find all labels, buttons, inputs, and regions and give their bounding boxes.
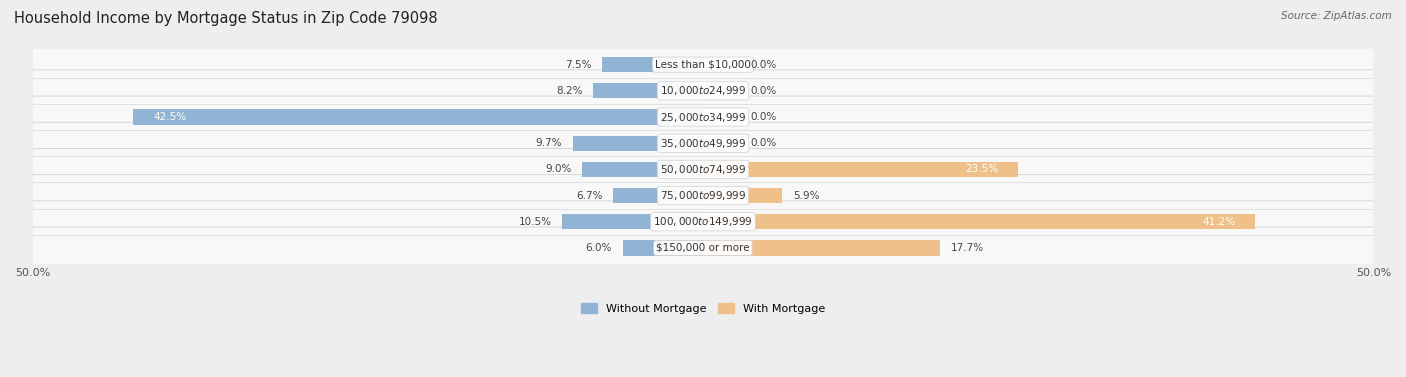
FancyBboxPatch shape <box>22 227 1384 269</box>
Text: 7.5%: 7.5% <box>565 60 592 70</box>
FancyBboxPatch shape <box>22 149 1384 190</box>
Text: 0.0%: 0.0% <box>749 112 776 122</box>
Bar <box>703 241 941 256</box>
Bar <box>582 162 703 177</box>
Text: 6.7%: 6.7% <box>576 190 602 201</box>
Legend: Without Mortgage, With Mortgage: Without Mortgage, With Mortgage <box>576 299 830 318</box>
Text: 6.0%: 6.0% <box>585 243 612 253</box>
Text: $10,000 to $24,999: $10,000 to $24,999 <box>659 84 747 97</box>
Bar <box>703 188 782 203</box>
Text: 0.0%: 0.0% <box>749 138 776 148</box>
Text: 23.5%: 23.5% <box>965 164 998 175</box>
Bar <box>134 109 703 125</box>
Text: 41.2%: 41.2% <box>1202 217 1236 227</box>
FancyBboxPatch shape <box>22 44 1384 86</box>
FancyBboxPatch shape <box>22 70 1384 112</box>
Text: 5.9%: 5.9% <box>793 190 820 201</box>
Bar <box>623 241 703 256</box>
Text: Household Income by Mortgage Status in Zip Code 79098: Household Income by Mortgage Status in Z… <box>14 11 437 26</box>
Text: 42.5%: 42.5% <box>153 112 187 122</box>
Text: $35,000 to $49,999: $35,000 to $49,999 <box>659 137 747 150</box>
Bar <box>593 83 703 98</box>
Text: $100,000 to $149,999: $100,000 to $149,999 <box>654 215 752 228</box>
Text: Source: ZipAtlas.com: Source: ZipAtlas.com <box>1281 11 1392 21</box>
Text: $75,000 to $99,999: $75,000 to $99,999 <box>659 189 747 202</box>
Text: Less than $10,000: Less than $10,000 <box>655 60 751 70</box>
Text: $25,000 to $34,999: $25,000 to $34,999 <box>659 110 747 124</box>
Bar <box>703 162 1018 177</box>
FancyBboxPatch shape <box>22 175 1384 216</box>
Text: 0.0%: 0.0% <box>749 60 776 70</box>
Text: $150,000 or more: $150,000 or more <box>657 243 749 253</box>
Text: 9.7%: 9.7% <box>536 138 562 148</box>
Bar <box>602 57 703 72</box>
Bar <box>703 214 1256 229</box>
Text: 17.7%: 17.7% <box>950 243 984 253</box>
Bar <box>613 188 703 203</box>
FancyBboxPatch shape <box>22 122 1384 164</box>
Text: 9.0%: 9.0% <box>546 164 572 175</box>
Text: 10.5%: 10.5% <box>519 217 551 227</box>
Text: $50,000 to $74,999: $50,000 to $74,999 <box>659 163 747 176</box>
Text: 8.2%: 8.2% <box>555 86 582 96</box>
Bar <box>574 136 703 151</box>
FancyBboxPatch shape <box>22 201 1384 243</box>
FancyBboxPatch shape <box>22 96 1384 138</box>
Text: 0.0%: 0.0% <box>749 86 776 96</box>
Bar <box>562 214 703 229</box>
